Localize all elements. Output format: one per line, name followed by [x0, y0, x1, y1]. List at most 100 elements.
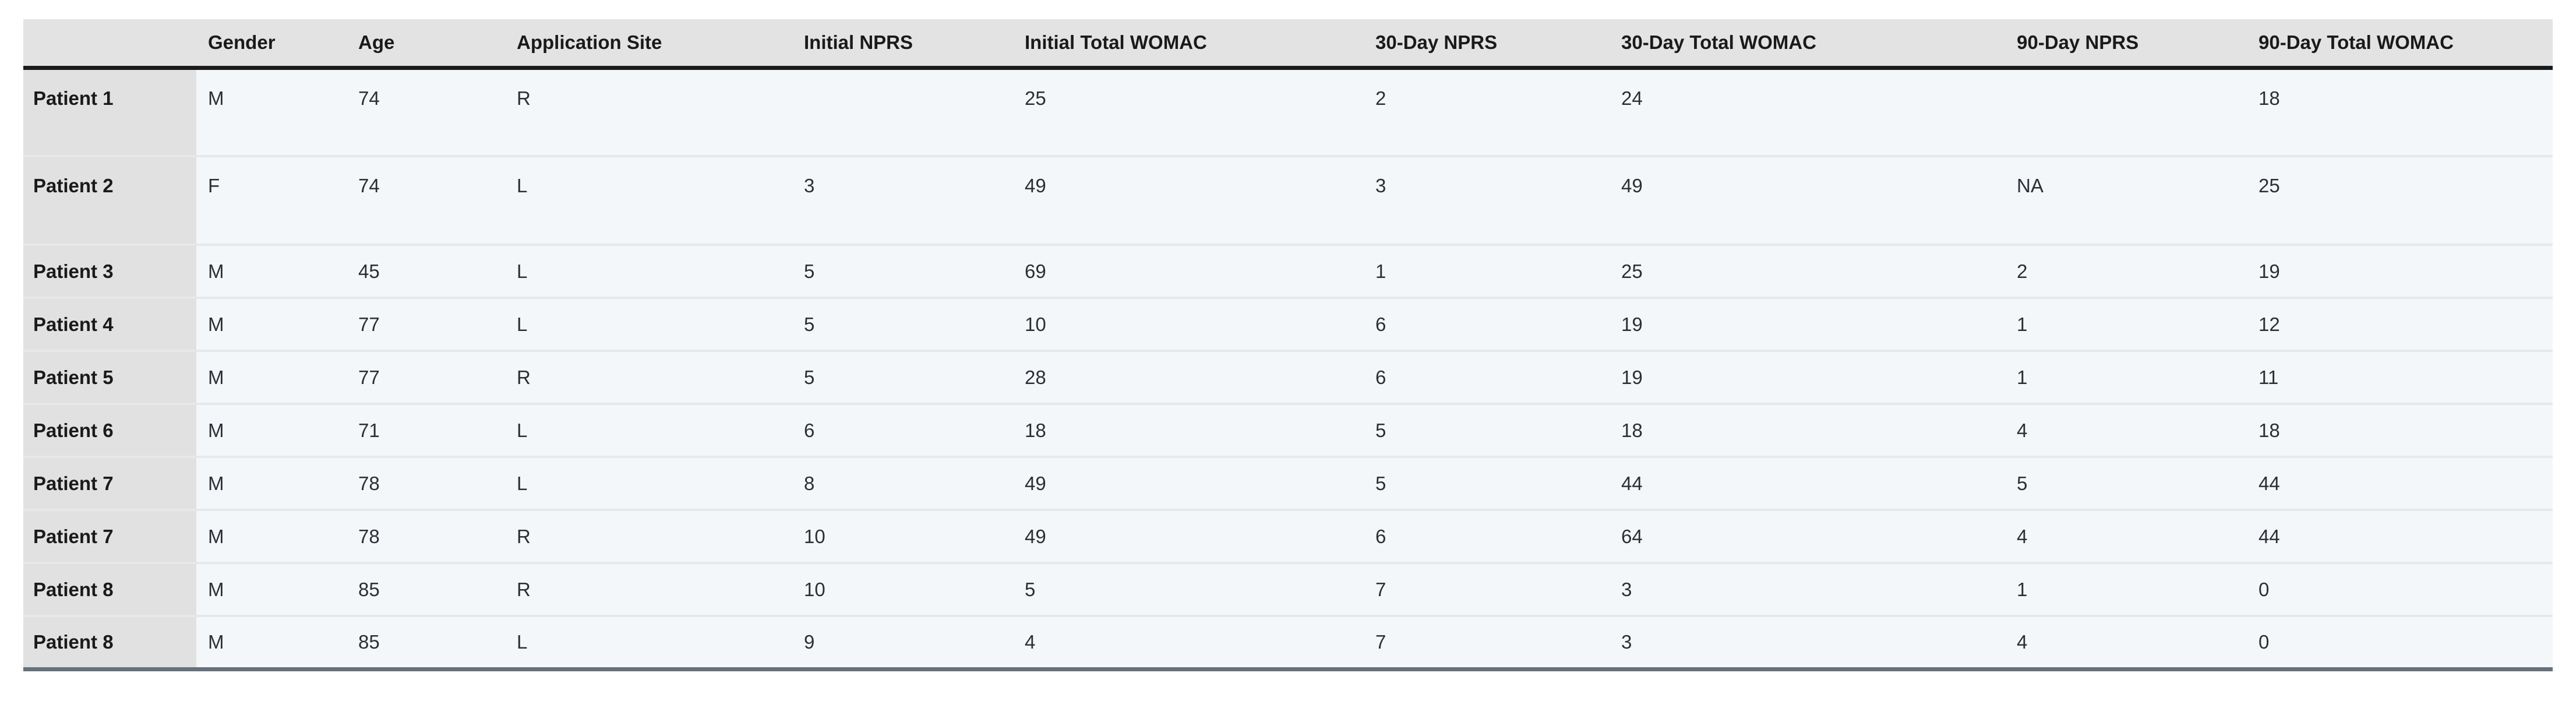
cell-30day-womac: 25: [1610, 244, 2005, 298]
col-header-application-site: Application Site: [505, 19, 792, 68]
cell-initial-womac: 69: [1013, 244, 1364, 298]
cell-90day-nprs: 4: [2005, 509, 2247, 563]
cell-90day-nprs: [2005, 68, 2247, 156]
cell-30day-nprs: 2: [1364, 68, 1610, 156]
cell-age: 77: [347, 297, 505, 351]
cell-30day-womac: 24: [1610, 68, 2005, 156]
cell-30day-womac: 19: [1610, 350, 2005, 404]
cell-application-site: L: [505, 155, 792, 245]
cell-initial-nprs: 5: [792, 297, 1013, 351]
cell-gender: M: [196, 615, 347, 669]
corner-cell: [23, 19, 196, 68]
row-label: Patient 8: [23, 615, 196, 669]
cell-30day-womac: 49: [1610, 155, 2005, 245]
cell-90day-nprs: 1: [2005, 297, 2247, 351]
cell-initial-womac: 18: [1013, 403, 1364, 457]
cell-90day-nprs: 2: [2005, 244, 2247, 298]
table-row: Patient 8 M 85 R 10 5 7 3 1 0: [23, 562, 2553, 616]
cell-30day-nprs: 6: [1364, 297, 1610, 351]
cell-gender: M: [196, 297, 347, 351]
row-label: Patient 7: [23, 509, 196, 563]
cell-90day-nprs: 5: [2005, 456, 2247, 510]
row-label: Patient 4: [23, 297, 196, 351]
cell-90day-nprs: 1: [2005, 350, 2247, 404]
cell-initial-womac: 4: [1013, 615, 1364, 669]
cell-initial-nprs: 5: [792, 350, 1013, 404]
table-row: Patient 7 M 78 L 8 49 5 44 5 44: [23, 456, 2553, 510]
cell-90day-nprs: 1: [2005, 562, 2247, 616]
cell-30day-womac: 18: [1610, 403, 2005, 457]
cell-application-site: R: [505, 350, 792, 404]
col-header-gender: Gender: [196, 19, 347, 68]
cell-90day-womac: 11: [2247, 350, 2553, 404]
cell-age: 85: [347, 562, 505, 616]
col-header-90day-nprs: 90-Day NPRS: [2005, 19, 2247, 68]
cell-age: 74: [347, 68, 505, 156]
cell-application-site: L: [505, 297, 792, 351]
cell-initial-nprs: 9: [792, 615, 1013, 669]
cell-90day-womac: 19: [2247, 244, 2553, 298]
cell-30day-nprs: 6: [1364, 509, 1610, 563]
cell-age: 85: [347, 615, 505, 669]
patient-outcomes-table-container: Gender Age Application Site Initial NPRS…: [23, 19, 2553, 671]
cell-gender: M: [196, 456, 347, 510]
cell-initial-womac: 49: [1013, 509, 1364, 563]
table-row: Patient 5 M 77 R 5 28 6 19 1 11: [23, 350, 2553, 404]
table-row: Patient 7 M 78 R 10 49 6 64 4 44: [23, 509, 2553, 563]
cell-90day-nprs: 4: [2005, 615, 2247, 669]
cell-90day-womac: 18: [2247, 403, 2553, 457]
cell-initial-nprs: 10: [792, 509, 1013, 563]
cell-application-site: L: [505, 403, 792, 457]
cell-30day-nprs: 5: [1364, 403, 1610, 457]
table-row: Patient 1 M 74 R 25 2 24 18: [23, 68, 2553, 156]
cell-age: 74: [347, 155, 505, 245]
table-row: Patient 8 M 85 L 9 4 7 3 4 0: [23, 615, 2553, 669]
row-label: Patient 1: [23, 68, 196, 156]
cell-30day-womac: 3: [1610, 615, 2005, 669]
cell-initial-womac: 10: [1013, 297, 1364, 351]
cell-application-site: L: [505, 456, 792, 510]
cell-30day-nprs: 7: [1364, 562, 1610, 616]
cell-90day-nprs: 4: [2005, 403, 2247, 457]
cell-30day-womac: 3: [1610, 562, 2005, 616]
cell-gender: M: [196, 68, 347, 156]
col-header-30day-nprs: 30-Day NPRS: [1364, 19, 1610, 68]
table-row: Patient 3 M 45 L 5 69 1 25 2 19: [23, 244, 2553, 298]
cell-30day-nprs: 6: [1364, 350, 1610, 404]
table-row: Patient 2 F 74 L 3 49 3 49 NA 25: [23, 155, 2553, 245]
row-label: Patient 8: [23, 562, 196, 616]
cell-30day-nprs: 5: [1364, 456, 1610, 510]
cell-90day-womac: 44: [2247, 509, 2553, 563]
cell-initial-nprs: 5: [792, 244, 1013, 298]
cell-30day-nprs: 7: [1364, 615, 1610, 669]
cell-gender: M: [196, 244, 347, 298]
cell-90day-womac: 18: [2247, 68, 2553, 156]
cell-age: 77: [347, 350, 505, 404]
header-row: Gender Age Application Site Initial NPRS…: [23, 19, 2553, 68]
table-row: Patient 4 M 77 L 5 10 6 19 1 12: [23, 297, 2553, 351]
cell-90day-womac: 0: [2247, 615, 2553, 669]
cell-initial-nprs: [792, 68, 1013, 156]
cell-30day-nprs: 3: [1364, 155, 1610, 245]
row-label: Patient 3: [23, 244, 196, 298]
cell-initial-womac: 28: [1013, 350, 1364, 404]
cell-90day-womac: 12: [2247, 297, 2553, 351]
row-label: Patient 7: [23, 456, 196, 510]
cell-initial-womac: 5: [1013, 562, 1364, 616]
cell-age: 78: [347, 509, 505, 563]
cell-initial-nprs: 10: [792, 562, 1013, 616]
cell-90day-nprs: NA: [2005, 155, 2247, 245]
col-header-30day-womac: 30-Day Total WOMAC: [1610, 19, 2005, 68]
row-label: Patient 5: [23, 350, 196, 404]
cell-application-site: L: [505, 244, 792, 298]
cell-90day-womac: 25: [2247, 155, 2553, 245]
col-header-90day-womac: 90-Day Total WOMAC: [2247, 19, 2553, 68]
cell-initial-womac: 49: [1013, 155, 1364, 245]
cell-gender: M: [196, 509, 347, 563]
row-label: Patient 6: [23, 403, 196, 457]
cell-age: 71: [347, 403, 505, 457]
cell-90day-womac: 44: [2247, 456, 2553, 510]
cell-application-site: R: [505, 562, 792, 616]
cell-30day-nprs: 1: [1364, 244, 1610, 298]
cell-30day-womac: 19: [1610, 297, 2005, 351]
